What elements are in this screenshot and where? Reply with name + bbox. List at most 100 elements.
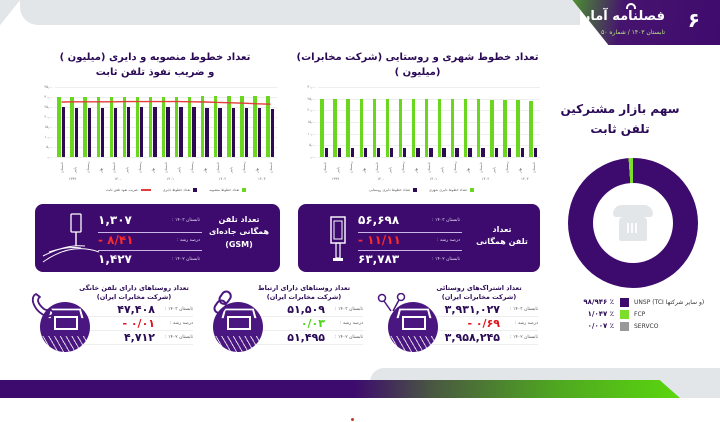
- divider: [358, 250, 462, 251]
- row-label: تابستان ۱۴۰۳ :: [432, 217, 460, 223]
- bar: [455, 147, 459, 157]
- x-tick-label: پاییز: [440, 166, 445, 173]
- row-current: تابستان ۱۴۰۳ : ۴۷,۴۰۸: [75, 303, 193, 317]
- row-growth: درصد رشد : - ۰/۶۹: [420, 317, 538, 331]
- bar: [516, 100, 520, 157]
- gsm-growth: درصد رشد : - ۸/۴۱: [98, 233, 200, 247]
- rural-house-icon: [213, 302, 263, 352]
- bar: [214, 96, 218, 157]
- x-tick-label: بهار: [466, 167, 471, 173]
- y-tick-label: ۲۰٫۰۰: [307, 108, 316, 113]
- bar: [240, 96, 244, 157]
- bar: [437, 99, 442, 157]
- row-label: تابستان ۱۴۰۲ :: [510, 334, 538, 340]
- x-tick-label: زمستان: [242, 161, 247, 173]
- wifi-icon: [626, 3, 636, 9]
- row-label: تابستان ۱۴۰۳ :: [335, 306, 363, 312]
- x-tick-label: بهار: [413, 167, 418, 173]
- x-tick-label: پاییز: [335, 166, 340, 173]
- x-tick-label: تابستان: [322, 162, 327, 173]
- row-value: ۵۶,۶۹۸: [358, 213, 400, 227]
- gridline: [55, 117, 277, 118]
- bar: [533, 147, 538, 157]
- penetration-line: [61, 100, 271, 105]
- legend-item-unsp: ۹۸/۹۴۶ ٪ UNSP (TCI و سایر شرکتها): [566, 296, 716, 308]
- bar: [398, 99, 403, 157]
- row-value: ۵۱,۵۰۹: [287, 302, 325, 316]
- row-value: ۴,۷۱۲: [123, 330, 155, 344]
- x-tick-label: بهار: [98, 167, 103, 173]
- bar: [337, 147, 342, 157]
- gridline: [318, 98, 540, 100]
- x-tick-label: تابستان: [427, 162, 432, 173]
- card-title-line: تعداد: [492, 225, 512, 234]
- year-group-label: ۱۴۰۲: [481, 177, 490, 181]
- x-tick-label: بهار: [255, 167, 260, 173]
- bar: [359, 99, 363, 157]
- bar: [231, 107, 235, 157]
- bar: [179, 107, 183, 157]
- chain-link-icon: [213, 290, 232, 314]
- network-nodes-icon: [377, 293, 406, 312]
- bar: [74, 107, 79, 157]
- bar: [403, 147, 407, 157]
- divider: [358, 232, 462, 233]
- divider: [98, 232, 202, 233]
- row-label: تابستان ۱۴۰۲ :: [172, 256, 200, 262]
- legend-label: UNSP (TCI و سایر شرکتها): [634, 298, 705, 306]
- year-group-label: ۱۴۰۲: [218, 177, 227, 181]
- x-tick-label: تابستان: [479, 162, 484, 173]
- gridline: [318, 110, 540, 112]
- year-group-label: ۱۴۰۳: [257, 177, 266, 181]
- bar: [148, 96, 153, 157]
- y-tick-label: ۱۰٫۰۰: [44, 135, 53, 139]
- gridline: [318, 122, 540, 123]
- y-tick-label: ۰٫۰۰: [46, 155, 53, 159]
- row-label: تابستان ۱۴۰۲ :: [165, 334, 193, 340]
- donut-center: [593, 183, 673, 263]
- row-label: درصد رشد :: [339, 320, 363, 326]
- installed-lines-chart-title: تعداد خطوط منصوبه و دایری (میلیون ) و ضر…: [40, 50, 270, 80]
- legend-item-servco: ۰/۰۰۷ ٪ SERVCO: [566, 320, 716, 332]
- bar: [153, 107, 157, 157]
- gridline: [55, 137, 277, 138]
- installed-lines-chart: ۰٫۰۰ ۵٫۰۰ ۱۰٫۰۰ ۱۵٫۰۰ ۲۰٫۰۰ ۲۵٫۰۰ ۳۰٫۰۰ ۳۵٫۰۰ تا…: [44, 85, 277, 192]
- bar: [122, 96, 127, 157]
- row-value: - ۱۱/۱۱: [358, 233, 401, 247]
- market-share-legend: ۹۸/۹۴۶ ٪ UNSP (TCI و سایر شرکتها) ۱/۰۴۷ …: [566, 296, 716, 332]
- bar: [363, 148, 368, 157]
- urban-rural-lines-chart-title: تعداد خطوط شهری و روستایی (شرکت مخابرات)…: [296, 52, 539, 78]
- row-value: ۳,۹۳۱,۰۲۷: [444, 302, 500, 316]
- market-share-title-line1: سهم بازار مشترکین: [560, 102, 680, 116]
- gridline: [55, 127, 277, 128]
- chart-legend: تعداد خطوط دایری شهری تعداد خطوط دایری رو…: [369, 188, 474, 192]
- payphone-growth: درصد رشد : - ۱۱/۱۱: [358, 233, 460, 247]
- payphone-current: تابستان ۱۴۰۳ : ۵۶,۶۹۸: [358, 213, 460, 227]
- legend-item: ضریب نفوذ تلفن ثابت: [106, 188, 151, 192]
- x-tick-label: بهار: [203, 167, 208, 173]
- rural-subscribers-title: تعداد اشتراک‌های روستائی (شرکت مخابرات ا…: [420, 284, 538, 303]
- y-tick-label: ۱۵٫۰۰: [44, 125, 53, 129]
- bar: [227, 96, 231, 157]
- market-share-title: سهم بازار مشترکین تلفن ثابت: [540, 100, 700, 140]
- row-label: درصد رشد :: [514, 320, 538, 326]
- bar: [350, 147, 355, 157]
- x-tick-label: پاییز: [124, 166, 129, 173]
- bar: [127, 107, 131, 157]
- bar: [113, 107, 118, 157]
- rural-home-phone-stat: تعداد روستاهای دارای تلفن خانگی (شرکت مخ…: [75, 284, 193, 345]
- legend-pct: ۱/۰۴۷ ٪: [587, 310, 614, 318]
- bar: [257, 108, 262, 157]
- y-tick-label: ۱۵٫۰۰: [307, 120, 316, 124]
- row-label: درصد رشد :: [169, 320, 193, 326]
- x-tick-label: تابستان: [164, 162, 169, 173]
- bar: [320, 99, 324, 157]
- y-tick-label: ۳۰٫۰۰: [307, 85, 316, 89]
- market-share-title-line2: تلفن ثابت: [590, 121, 650, 136]
- bar: [218, 107, 222, 157]
- x-tick-label: تابستان: [268, 162, 273, 173]
- legend-swatch: [620, 309, 629, 319]
- bar: [416, 147, 420, 157]
- bar: [174, 96, 179, 157]
- y-tick-label: ۳۵٫۰۰: [44, 85, 53, 89]
